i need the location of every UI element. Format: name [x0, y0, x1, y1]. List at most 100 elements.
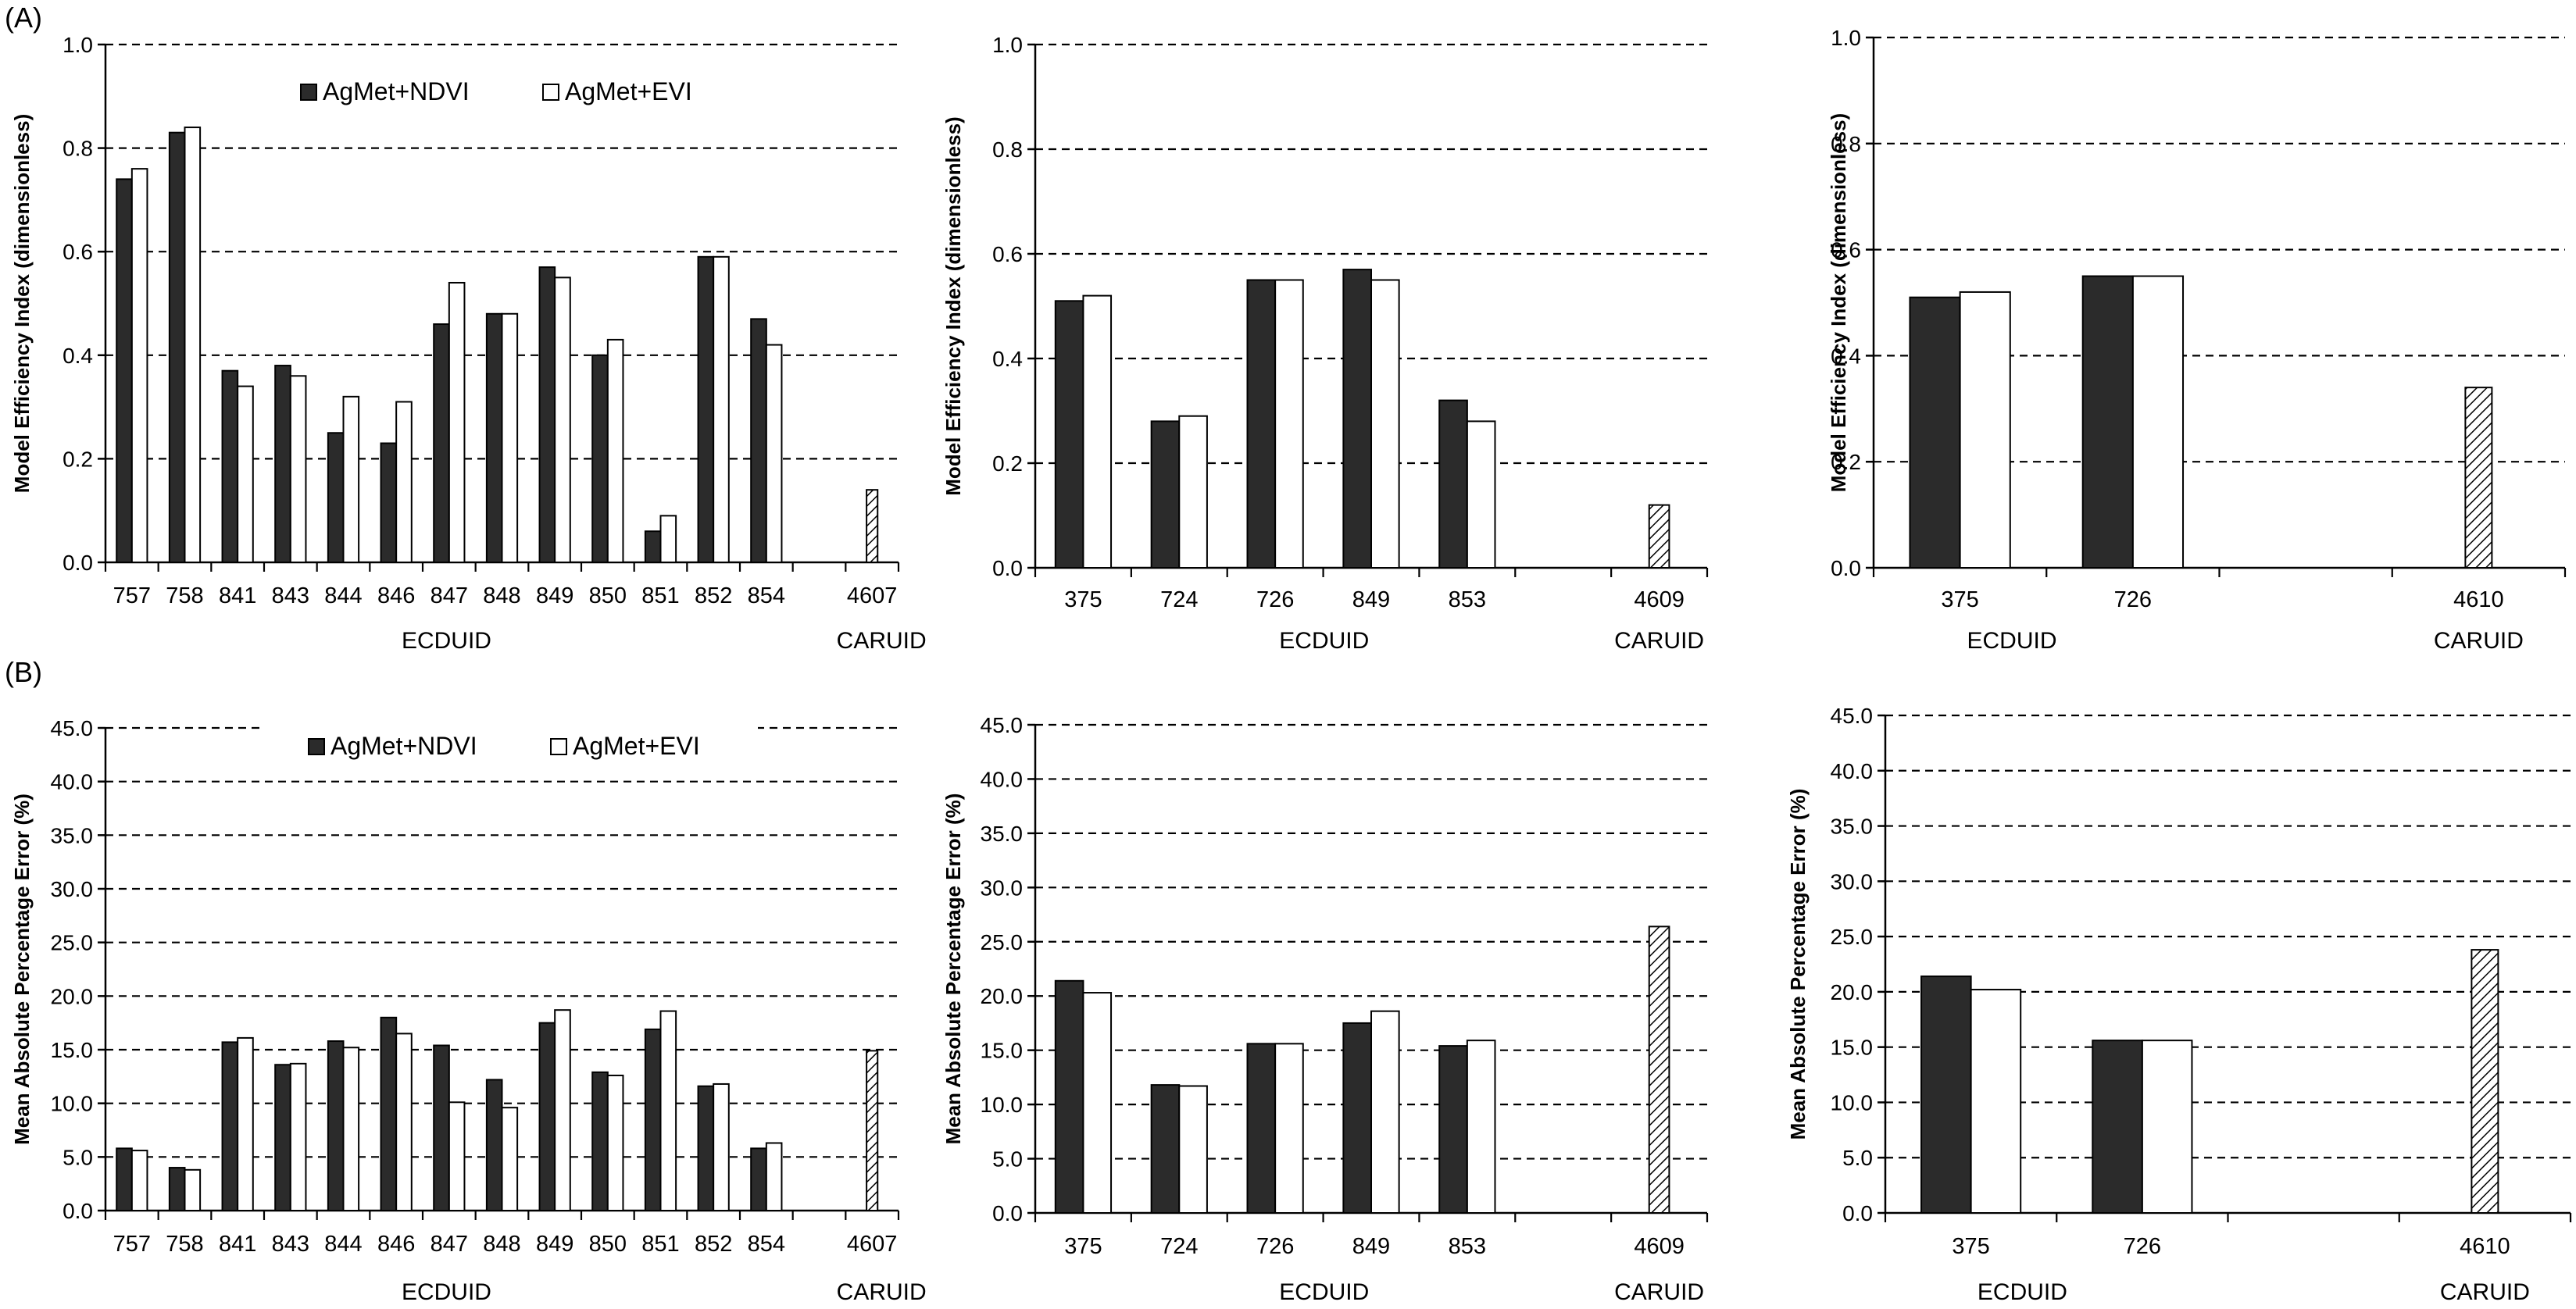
bar-ndvi [644, 1028, 662, 1211]
bar-ndvi [168, 131, 186, 563]
y-tick-label: 5.0 [63, 1145, 93, 1169]
x-tick-label: 848 [483, 583, 520, 608]
bar-caruid [1648, 926, 1670, 1214]
x-tick-label: 726 [1256, 587, 1294, 612]
bar-ndvi [221, 1041, 239, 1212]
y-tick-label: 0.6 [63, 240, 93, 264]
x-tick-label: 848 [483, 1232, 520, 1257]
legend: AgMet+NDVI AgMet+EVI [262, 722, 758, 769]
bar-evi [1178, 1085, 1208, 1214]
y-tick-label: 10.0 [981, 1093, 1024, 1117]
chart-a1: 0.0 0.2 0.4 0.6 0.8 1.0 Model Efficiency Index… [10, 33, 927, 654]
bar-evi [395, 1033, 413, 1212]
bar-ndvi [1909, 296, 1961, 569]
y-tick-label: 0.6 [992, 242, 1023, 266]
y-tick-label: 20.0 [981, 984, 1024, 1008]
x-tick-label: 846 [377, 1232, 415, 1257]
bar-evi [554, 276, 571, 563]
y-tick-label: 0.6 [1831, 238, 1861, 262]
x-tick-label: 758 [166, 1232, 203, 1257]
panel-a-label: (A) [5, 2, 42, 34]
bar-ndvi [327, 432, 345, 563]
bar-ndvi [274, 1064, 291, 1212]
x-tick-label: 375 [1064, 1234, 1102, 1259]
x-tick-label: 375 [1064, 587, 1102, 612]
bar-ndvi [116, 178, 133, 563]
x-tick-label: 852 [695, 583, 732, 608]
bar-ndvi [697, 1085, 715, 1212]
bar-evi [606, 1074, 624, 1211]
x-tick-label: 4609 [1634, 1234, 1685, 1259]
y-tick-label: 0.8 [63, 137, 93, 161]
bar-ndvi [116, 1147, 133, 1212]
bar-evi [1274, 1043, 1304, 1214]
ecduid-group-label: ECDUID [1279, 1279, 1369, 1305]
bar-caruid [866, 489, 879, 563]
x-tick-label: 724 [1160, 587, 1198, 612]
y-tick-label: 0.2 [1831, 450, 1861, 474]
x-tick-label: 758 [166, 583, 203, 608]
x-tick-label: 841 [219, 583, 256, 608]
bar-evi [237, 1036, 254, 1211]
ecduid-group-label: ECDUID [402, 628, 491, 654]
y-tick-label: 1.0 [1831, 26, 1861, 50]
bar-evi [395, 401, 413, 563]
bar-evi [1082, 294, 1113, 569]
bar-evi [1082, 992, 1113, 1214]
bar-ndvi [168, 1167, 186, 1211]
bar-ndvi [1920, 976, 1972, 1214]
y-tick-label: 15.0 [51, 1038, 94, 1062]
caruid-group-label: CARUID [837, 1279, 927, 1305]
y-tick-label: 1.0 [63, 33, 93, 57]
x-tick-label: 847 [431, 583, 468, 608]
bar-ndvi [221, 369, 239, 563]
y-tick-label: 35.0 [981, 822, 1024, 846]
y-tick-label: 0.4 [63, 344, 93, 368]
y-tick-label: 25.0 [981, 930, 1024, 954]
y-tick-label: 25.0 [51, 931, 94, 955]
bar-ndvi [591, 354, 609, 563]
bar-ndvi [750, 318, 767, 563]
bar-caruid [1648, 504, 1670, 569]
caruid-group-label: CARUID [837, 628, 927, 654]
legend-label-ndvi: AgMet+NDVI [323, 77, 470, 105]
y-tick-label: 45.0 [1831, 704, 1874, 728]
x-tick-label: 726 [1256, 1234, 1294, 1259]
x-tick-label: 844 [324, 1232, 362, 1257]
bar-caruid [2471, 949, 2499, 1214]
x-tick-label: 851 [641, 583, 679, 608]
legend: AgMet+NDVI AgMet+EVI [254, 67, 750, 114]
caruid-group-label: CARUID [1614, 628, 1704, 654]
bar-evi [1959, 291, 2011, 569]
bar-evi [130, 1150, 148, 1212]
bar-ndvi [538, 266, 556, 563]
bar-ndvi [327, 1040, 345, 1211]
x-tick-label: 850 [589, 583, 627, 608]
bar-evi [2131, 275, 2185, 569]
bar-ndvi [1054, 300, 1084, 569]
x-tick-label: 841 [219, 1232, 256, 1257]
bar-ndvi [591, 1071, 609, 1211]
bar-evi [289, 375, 307, 563]
bar-evi [713, 1083, 730, 1211]
bar-evi [289, 1062, 307, 1212]
chart-a3: 0.0 0.2 0.4 0.6 0.8 1.0 Model Efficiency Index… [1827, 26, 2567, 654]
panel-b-label: (B) [5, 656, 42, 688]
bar-evi [501, 312, 519, 563]
x-tick-label: 843 [272, 583, 309, 608]
y-tick-label: 30.0 [981, 876, 1024, 900]
legend-label-ndvi: AgMet+NDVI [330, 732, 477, 760]
bar-ndvi [433, 323, 450, 563]
legend-swatch-ndvi [308, 738, 325, 755]
y-tick-label: 20.0 [51, 984, 94, 1008]
x-tick-label: 843 [272, 1232, 309, 1257]
bar-caruid [2464, 387, 2493, 569]
y-tick-label: 40.0 [981, 767, 1024, 791]
x-tick-label: 375 [1941, 587, 1978, 612]
bar-evi [659, 1010, 677, 1212]
legend-background [262, 722, 758, 769]
x-tick-label: 850 [589, 1232, 627, 1257]
y-tick-label: 15.0 [981, 1039, 1024, 1063]
bar-evi [237, 385, 254, 563]
bar-evi [1466, 420, 1496, 569]
